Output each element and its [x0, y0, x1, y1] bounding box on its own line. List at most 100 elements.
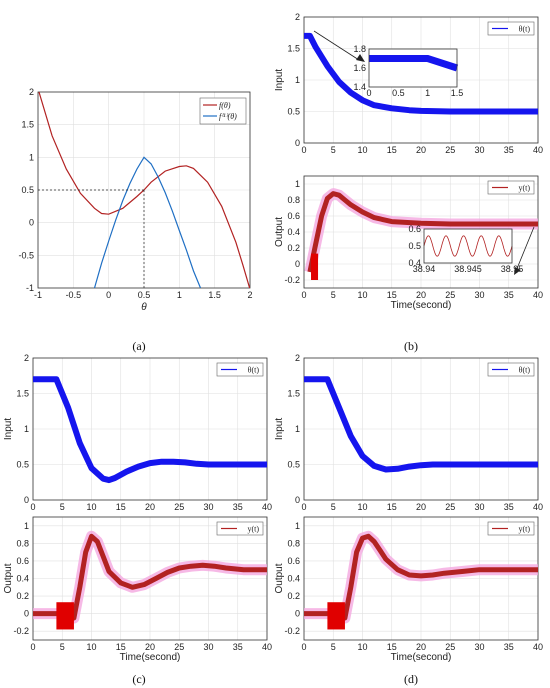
d-in-xtick-label: 40 [533, 502, 543, 512]
b-out-xtick-label: 35 [504, 290, 514, 300]
b-in-ytick-label: 1.5 [287, 44, 300, 54]
d-in-xtick-label: 10 [357, 502, 367, 512]
b-in-xtick-label: 10 [357, 145, 367, 155]
b-out-xtick-label: 25 [445, 290, 455, 300]
b-out-series-line [307, 191, 538, 273]
d-out-xtick-label: 15 [387, 642, 397, 652]
panel-b-output-chart: 0 5 10 15 20 25 30 35 40-0.200.20.40.60.81Output… [274, 175, 543, 311]
d-out-xtick-label: 5 [331, 642, 336, 652]
b-out-xtick-label: 5 [331, 290, 336, 300]
c-out-ytick-label: 0.8 [16, 538, 29, 548]
a-ytick-label: 0.5 [21, 185, 34, 195]
b-out-inset-arrowhead [514, 267, 521, 275]
b-out-inset-ytick: 0.4 [408, 258, 421, 268]
b-in-xtick-label: 30 [474, 145, 484, 155]
b-out-legend-box [487, 180, 535, 195]
b-out-ytick-label: 0 [295, 259, 300, 269]
c-in-ytick-label: 2 [24, 353, 29, 363]
c-out-ytick-label: 0.2 [16, 591, 29, 601]
a-ytick-label: 1 [29, 152, 34, 162]
d-out-series-line [304, 533, 538, 621]
b-out-xtick-label: 40 [533, 290, 543, 300]
b-in-xtick-label: 40 [533, 145, 543, 155]
b-in-legend-box [487, 21, 535, 36]
c-out-ytick-label: 0 [24, 609, 29, 619]
d-in-ytick-label: 2 [295, 353, 300, 363]
d-in-legend-box [487, 362, 535, 377]
d-in-xtick-label: 15 [387, 502, 397, 512]
d-out-ytick-label: 0.4 [287, 574, 300, 584]
a-xlabel: θ [141, 302, 147, 313]
c-out-switching-block [56, 602, 74, 630]
d-out-xtick-label: 10 [357, 642, 367, 652]
a-xtick-label: 2 [247, 290, 252, 300]
b-in-series-line [304, 32, 538, 115]
d-in-series-line [304, 376, 538, 473]
b-in-inset-line [369, 55, 459, 72]
b-out-inset-xtick: 38.95 [501, 264, 524, 274]
b-out-inset-ytick: 0.5 [408, 241, 421, 251]
b-out-inset-arrow [515, 226, 535, 272]
a-xtick-label: 0 [106, 290, 111, 300]
b-out-axes-frame [303, 175, 539, 289]
c-in-series-line [33, 376, 267, 484]
a-legend-box [199, 97, 247, 125]
c-in-xtick-label: 40 [262, 502, 272, 512]
c-in-ytick-label: 0 [24, 495, 29, 505]
d-out-xlabel: Time(second) [391, 652, 452, 663]
b-in-inset-bg [369, 49, 457, 87]
b-out-inset-frame [423, 228, 513, 264]
b-out-ylabel: Output [274, 217, 285, 247]
b-out-xlabel: Time(second) [391, 300, 452, 311]
caption-a: (a) [132, 339, 145, 353]
panel-c-output-chart: 0 5 10 15 20 25 30 35 40-0.200.20.40.60.81Output… [3, 516, 272, 663]
b-out-ytick-label: -0.2 [284, 275, 300, 285]
a-ytick-label: 1.5 [21, 120, 34, 130]
d-in-xtick-label: 0 [301, 502, 306, 512]
a-legend-label-1: f⁽¹⁾(θ) [219, 112, 237, 121]
panel-c-input-chart: 0 5 10 15 20 25 30 35 40 0 0.5 1 1.5 2 Input θ(t) [3, 353, 272, 512]
d-out-ytick-label: 0.8 [287, 538, 300, 548]
c-out-series-line [33, 533, 267, 621]
d-in-xtick-label: 25 [445, 502, 455, 512]
a-ytick-label: 0 [29, 218, 34, 228]
c-out-xtick-label: 15 [116, 642, 126, 652]
c-out-xtick-label: 0 [30, 642, 35, 652]
b-out-inset-line [423, 235, 513, 257]
a-xtick-label: 1 [177, 290, 182, 300]
b-out-xtick-label: 20 [416, 290, 426, 300]
c-out-xtick-label: 40 [262, 642, 272, 652]
b-in-xtick-label: 25 [445, 145, 455, 155]
b-in-inset-arrowhead [356, 54, 365, 62]
b-in-xtick-label: 0 [301, 145, 306, 155]
b-out-ytick-label: 0.2 [287, 243, 300, 253]
d-out-legend-box [487, 521, 535, 536]
d-out-xtick-label: 0 [301, 642, 306, 652]
c-in-ylabel: Input [3, 418, 14, 440]
c-in-xtick-label: 0 [30, 502, 35, 512]
b-out-xtick-label: 10 [357, 290, 367, 300]
a-legend-label-0: f(θ) [219, 101, 231, 110]
b-out-legend-label: y(t) [518, 184, 530, 193]
b-out-ytick-label: 0.8 [287, 195, 300, 205]
c-out-legend-box [216, 521, 264, 536]
c-out-ytick-label: 1 [24, 521, 29, 531]
caption-c: (c) [132, 672, 145, 686]
d-in-xtick-label: 20 [416, 502, 426, 512]
c-in-axes-frame [32, 357, 268, 501]
b-out-inset-ytick: 0.6 [408, 224, 421, 234]
c-in-xtick-label: 10 [86, 502, 96, 512]
d-in-ytick-label: 1.5 [287, 389, 300, 399]
b-in-inset-ytick: 1.8 [353, 44, 366, 54]
a-series-line-0 [38, 92, 250, 288]
c-out-legend-label: y(t) [247, 525, 259, 534]
d-in-xtick-label: 5 [331, 502, 336, 512]
c-in-ytick-label: 1 [24, 424, 29, 434]
d-in-ytick-label: 1 [295, 424, 300, 434]
d-out-axes-frame [303, 516, 539, 641]
d-out-xtick-label: 20 [416, 642, 426, 652]
d-in-xtick-label: 30 [474, 502, 484, 512]
b-in-ytick-label: 1 [295, 75, 300, 85]
b-out-ytick-label: 0.6 [287, 211, 300, 221]
c-in-ytick-label: 0.5 [16, 460, 29, 470]
